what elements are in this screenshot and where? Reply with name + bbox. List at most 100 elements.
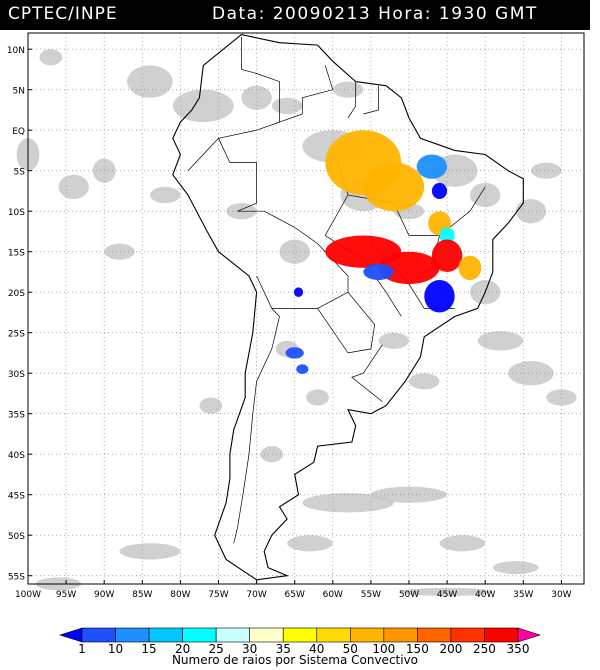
cloud-patch [401, 587, 493, 596]
country-border [351, 344, 383, 402]
lon-tick-label: 50W [399, 590, 419, 600]
cloud-patch [260, 446, 284, 463]
lon-tick-label: 95W [56, 590, 76, 600]
convective-system [285, 347, 304, 359]
lat-tick-label: 15S [8, 249, 25, 259]
colorbar-box [148, 627, 183, 643]
lat-tick-label: 50S [8, 532, 25, 542]
colorbar-tick-label: 1 [78, 642, 86, 656]
colorbar-tick-label: 350 [507, 642, 530, 656]
datetime-label: Data: 20090213 Hora: 1930 GMT [212, 4, 538, 24]
colorbar-box [249, 627, 284, 643]
convective-system [431, 239, 463, 272]
cloud-patch [508, 361, 554, 386]
lon-tick-label: 35W [513, 590, 533, 600]
map-canvas: 10N5NEQ5S10S15S20S25S30S35S40S45S50S55S … [7, 32, 585, 600]
lat-tick-label: 10S [8, 208, 25, 218]
colorbar-box [81, 627, 116, 643]
lon-tick-label: 75W [208, 590, 228, 600]
lat-tick-label: 45S [8, 492, 25, 502]
map-border [27, 32, 585, 585]
colorbar-tick-label: 50 [343, 642, 358, 656]
convective-system [378, 251, 440, 285]
cloud-patch [199, 397, 223, 414]
lon-tick-label: 60W [323, 590, 343, 600]
lat-tick-label: 25S [8, 330, 25, 340]
colorbar-max-arrow [517, 627, 541, 643]
cloud-patch [287, 535, 333, 552]
lon-tick-label: 40W [475, 590, 495, 600]
country-border [187, 137, 231, 171]
convective-systems-layer [285, 130, 482, 375]
colorbar-min-arrow [59, 627, 83, 643]
cloud-patch [378, 332, 409, 349]
colorbar-tick-label: 200 [439, 642, 462, 656]
lat-tick-label: 35S [8, 411, 25, 421]
colorbar-box [484, 627, 519, 643]
country-border [324, 65, 334, 90]
convective-system [363, 263, 394, 281]
convective-system [363, 162, 425, 212]
colorbar-box [182, 627, 217, 643]
country-border [279, 89, 333, 123]
colorbar-box [417, 627, 452, 643]
country-border [347, 81, 357, 119]
colorbar-tick-label: 25 [209, 642, 224, 656]
cloud-patch [271, 97, 303, 114]
source-label: CPTEC/INPE [8, 4, 118, 24]
cloud-patch [149, 186, 181, 204]
colorbar-tick-label: 30 [242, 642, 257, 656]
colorbar-tick-label: 10 [108, 642, 123, 656]
colorbar-title: Numero de raios por Sistema Convectivo [172, 653, 418, 667]
colorbar-tick-label: 100 [372, 642, 395, 656]
country-border [218, 37, 280, 139]
colorbar-tick-label: 150 [406, 642, 429, 656]
lon-tick-label: 65W [285, 590, 305, 600]
lon-tick-label: 80W [170, 590, 190, 600]
colorbar-tick-label: 250 [473, 642, 496, 656]
lat-tick-label: EQ [12, 127, 25, 137]
colorbar-box [282, 627, 318, 643]
lon-tick-label: 45W [437, 590, 457, 600]
latitude-labels: 10N 5N EQ 5S 10S 15S 20S 25S 30S 35S 40S 45S 50S 55S [7, 46, 32, 583]
lon-tick-label: 85W [132, 590, 152, 600]
cloud-patch [104, 243, 135, 260]
colorbar: 1 10 15 20 25 30 35 40 50 100 150 200 250 350 Numero … [59, 627, 541, 667]
convective-system [293, 287, 304, 298]
lat-tick-label: 5N [13, 87, 25, 97]
colorbar-box [115, 627, 150, 643]
satellite-cloud-layer [16, 49, 577, 596]
country-border [264, 210, 349, 309]
lat-tick-label: 55S [8, 573, 25, 583]
colorbar-box [350, 627, 385, 643]
convective-system [416, 154, 448, 179]
convective-system [296, 364, 309, 375]
lon-tick-label: 100W [15, 590, 41, 600]
lat-tick-label: 40S [8, 451, 25, 461]
convective-system [439, 227, 455, 244]
colorbar-tick-label: 35 [276, 642, 291, 656]
colorbar-box [383, 627, 418, 643]
lon-tick-label: 30W [551, 590, 571, 600]
cloud-patch [477, 331, 524, 351]
cloud-patch [530, 162, 562, 179]
longitude-labels: 100W 95W 90W 85W 80W 75W 70W 65W 60W 55W 50W 45W 40W… [15, 580, 572, 600]
title-bar: CPTEC/INPE Data: 20090213 Hora: 1930 GMT [0, 0, 590, 30]
lat-tick-label: 5S [14, 168, 26, 178]
colorbar-tick-label: 20 [175, 642, 190, 656]
colorbar-box [215, 627, 250, 643]
cloud-patch [439, 535, 486, 552]
lat-lon-grid [28, 33, 584, 584]
convective-system [431, 182, 448, 200]
country-border [229, 162, 265, 212]
convective-system [325, 235, 402, 268]
country-border [317, 291, 376, 354]
cloud-patch [58, 174, 89, 200]
cloud-patch [470, 182, 501, 208]
lon-tick-label: 90W [94, 590, 114, 600]
lon-tick-label: 70W [246, 590, 266, 600]
lon-tick-label: 55W [361, 590, 381, 600]
colorbar-boxes [59, 627, 541, 643]
cloud-patch [119, 543, 181, 560]
south-america-coastline [172, 34, 524, 581]
